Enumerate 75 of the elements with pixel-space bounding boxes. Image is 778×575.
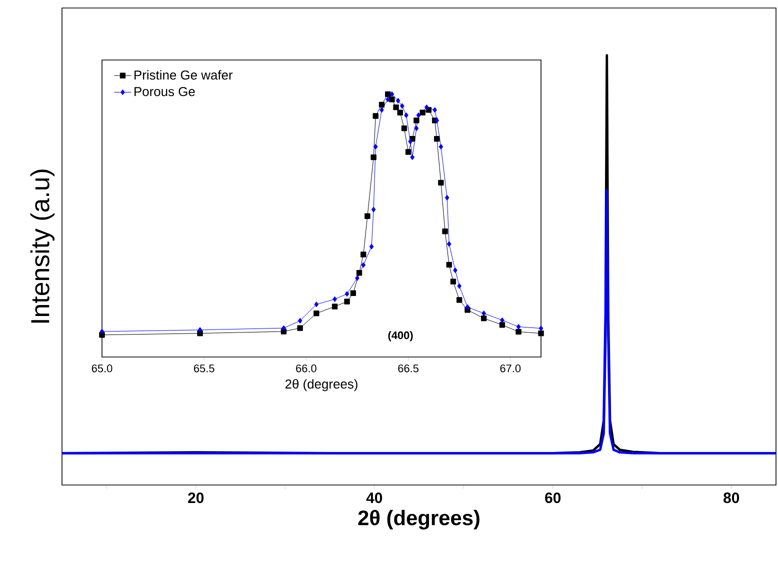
point [480, 316, 487, 322]
point [442, 228, 448, 234]
point [446, 262, 452, 268]
point [297, 325, 303, 331]
point [438, 144, 444, 150]
point [344, 298, 350, 304]
point [432, 107, 438, 113]
point [414, 125, 419, 132]
point [344, 291, 350, 297]
point [393, 104, 399, 110]
x-tick-label: 67.0 [500, 364, 521, 372]
point [434, 136, 440, 142]
point [416, 112, 421, 118]
point [332, 304, 338, 310]
point [457, 283, 462, 289]
point [314, 310, 320, 316]
point [350, 290, 356, 296]
point [438, 180, 444, 186]
point [380, 107, 384, 113]
point [499, 322, 506, 328]
point [389, 96, 395, 102]
x-tick-label: 66.5 [398, 364, 418, 372]
point [390, 91, 394, 98]
point [371, 206, 376, 212]
x-axis-title: 2θ (degrees) [285, 379, 358, 392]
point [482, 310, 486, 316]
point [538, 326, 544, 332]
point [444, 194, 450, 201]
point [401, 125, 408, 132]
x-tick-label: 80 [724, 492, 740, 504]
point [516, 328, 522, 335]
point [400, 103, 404, 109]
x-tick-label: 60 [545, 492, 561, 504]
point [355, 275, 360, 281]
point [282, 325, 286, 331]
point [410, 154, 415, 160]
x-tick-label: 65.5 [194, 364, 214, 372]
point [396, 98, 400, 104]
point [100, 328, 104, 334]
point [414, 118, 420, 124]
x-tick-label: 65.0 [92, 364, 112, 372]
point [385, 91, 391, 98]
point [361, 262, 366, 268]
point [408, 138, 413, 144]
point [378, 102, 385, 108]
x-tick-label: 40 [366, 492, 382, 504]
point [298, 318, 302, 324]
point [397, 110, 403, 116]
point [370, 154, 376, 160]
point [356, 270, 362, 276]
legend-label: Pristine Ge wafer [134, 70, 233, 80]
point [434, 118, 440, 124]
point [364, 213, 370, 219]
point [372, 113, 378, 119]
point [516, 324, 521, 330]
point [360, 252, 366, 258]
point [456, 297, 462, 303]
point [369, 244, 374, 250]
point [446, 241, 452, 247]
point [538, 330, 544, 336]
y-axis-title: Intensity (a.u) [30, 170, 54, 323]
point [405, 149, 412, 155]
point [424, 104, 429, 110]
annotation: (400) [388, 331, 413, 342]
point [373, 144, 378, 150]
point [314, 302, 319, 308]
x-axis-title: 2θ (degrees) [358, 510, 480, 530]
x-tick-label: 20 [188, 492, 204, 504]
x-tick-label: 66.0 [296, 364, 316, 372]
point [465, 304, 470, 310]
point [450, 278, 456, 284]
legend-label: Porous Ge [134, 86, 195, 96]
point [420, 110, 426, 116]
point [198, 327, 202, 333]
point [386, 96, 390, 102]
